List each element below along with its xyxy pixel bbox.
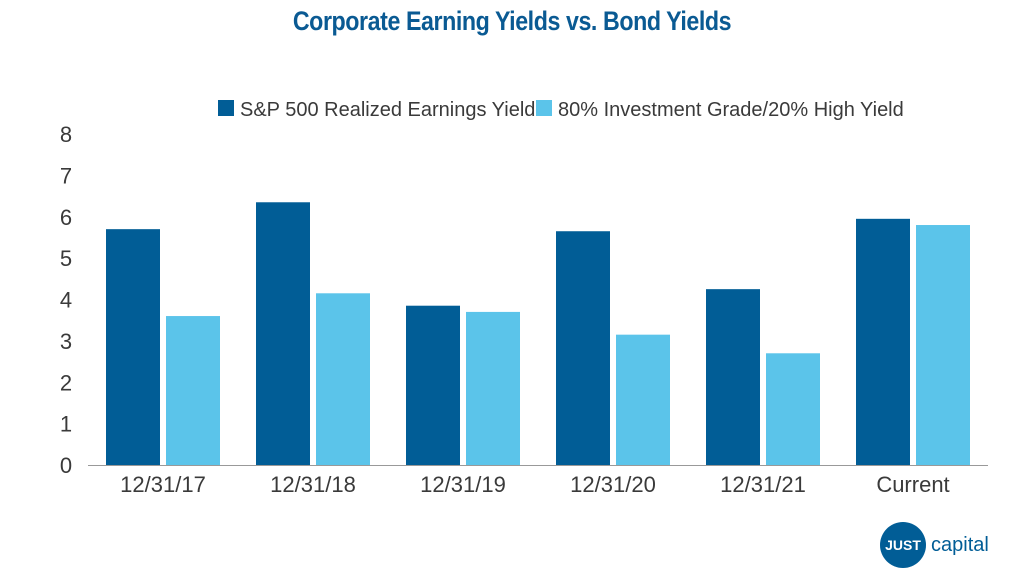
x-tick-label: 12/31/21 [720, 472, 806, 497]
logo-text: capital [931, 533, 989, 556]
bar-series1-1 [106, 229, 160, 465]
legend-label-1: S&P 500 Realized Earnings Yield [240, 99, 535, 121]
x-tick-label: Current [876, 472, 949, 497]
y-tick-label: 3 [60, 329, 72, 354]
y-tick-label: 4 [60, 288, 72, 313]
y-tick-label: 1 [60, 412, 72, 437]
bar-series2-5 [766, 353, 820, 465]
legend-label-2: 80% Investment Grade/20% High Yield [558, 99, 904, 121]
y-tick-label: 2 [60, 370, 72, 395]
x-tick-label: 12/31/18 [270, 472, 356, 497]
bar-series1-5 [706, 289, 760, 465]
bar-series1-4 [556, 231, 610, 465]
x-tick-label: 12/31/20 [570, 472, 656, 497]
y-axis-ticks: 0 1 2 3 4 5 6 7 8 [60, 122, 72, 478]
chart-title: Corporate Earning Yields vs. Bond Yields [292, 6, 732, 36]
y-tick-label: 8 [60, 122, 72, 147]
bar-series2-6 [916, 225, 970, 465]
bar-series2-4 [616, 334, 670, 465]
y-tick-label: 5 [60, 246, 72, 271]
just-capital-logo: JUST capital [880, 522, 989, 568]
y-tick-label: 6 [60, 205, 72, 230]
y-tick-label: 7 [60, 163, 72, 188]
bar-series1-6 [856, 218, 910, 465]
x-tick-label: 12/31/19 [420, 472, 506, 497]
legend-swatch-1 [218, 100, 234, 116]
bars [106, 202, 970, 466]
y-tick-label: 0 [60, 453, 72, 478]
legend-swatch-2 [536, 100, 552, 116]
bar-series1-2 [256, 202, 310, 466]
bar-series2-3 [466, 311, 520, 465]
bar-series2-1 [166, 316, 220, 465]
bar-series1-3 [406, 305, 460, 465]
logo-mark: JUST [880, 522, 926, 568]
x-axis-labels: 12/31/17 12/31/18 12/31/19 12/31/20 12/31/21… [120, 472, 950, 497]
x-tick-label: 12/31/17 [120, 472, 206, 497]
legend: S&P 500 Realized Earnings Yield 80% Inves… [218, 99, 904, 121]
bar-series2-2 [316, 293, 370, 465]
